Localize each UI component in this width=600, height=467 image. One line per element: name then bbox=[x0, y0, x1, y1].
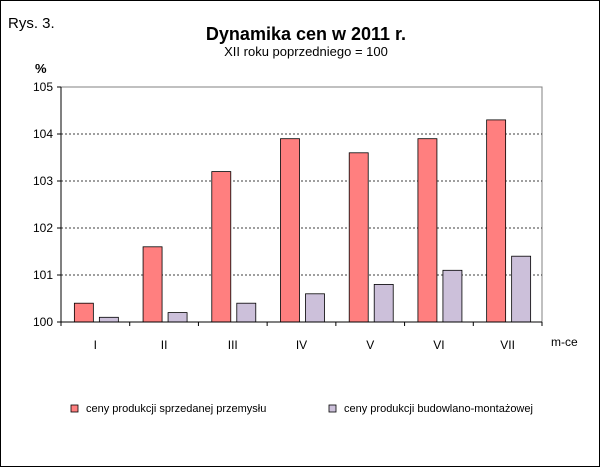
bar-series-2 bbox=[373, 283, 394, 323]
bar-series-2 bbox=[511, 255, 532, 323]
y-tick-label: 100 bbox=[33, 315, 53, 329]
chart-subtitle: XII roku poprzedniego = 100 bbox=[224, 44, 388, 59]
y-tick-label: 102 bbox=[33, 221, 53, 235]
bar-series-1 bbox=[280, 138, 300, 323]
x-axis-ticks: I II III IV V VI VII bbox=[60, 322, 543, 352]
bar-series-2 bbox=[236, 302, 257, 323]
x-tick-label: I bbox=[94, 338, 97, 352]
y-axis-unit: % bbox=[35, 61, 47, 76]
bar-series-1 bbox=[73, 302, 94, 323]
plot-area bbox=[60, 86, 543, 323]
y-tick-label: 104 bbox=[33, 127, 53, 141]
y-tick-label: 103 bbox=[33, 174, 53, 188]
bar-series-1 bbox=[211, 171, 232, 323]
x-tick-label: VI bbox=[433, 338, 444, 352]
x-tick-label: III bbox=[228, 338, 238, 352]
legend-label-series-2: ceny produkcji budowlano-montażowej bbox=[344, 403, 533, 415]
bar-series-2 bbox=[98, 316, 119, 323]
bar-series-2 bbox=[442, 269, 463, 323]
y-tick-label: 101 bbox=[33, 268, 53, 282]
x-tick-label: IV bbox=[296, 338, 307, 352]
x-tick-label: II bbox=[161, 338, 168, 352]
bar-series-1 bbox=[417, 138, 438, 323]
legend: ceny produkcji sprzedanej przemysłu ceny… bbox=[70, 403, 533, 415]
bars bbox=[73, 119, 532, 323]
bar-series-1 bbox=[486, 119, 507, 323]
legend-label-series-1: ceny produkcji sprzedanej przemysłu bbox=[86, 403, 266, 415]
figure-label: Rys. 3. bbox=[8, 15, 55, 32]
legend-swatch-series-2 bbox=[328, 404, 337, 413]
y-axis-ticks: 100 101 102 103 104 105 bbox=[33, 80, 61, 329]
x-axis-unit: m-ce bbox=[551, 335, 578, 349]
y-tick-label: 105 bbox=[33, 80, 53, 94]
bar-series-2 bbox=[305, 293, 325, 323]
bar-series-1 bbox=[142, 246, 163, 323]
bar-series-1 bbox=[348, 152, 369, 323]
legend-swatch-series-1 bbox=[70, 404, 79, 413]
bar-series-2 bbox=[167, 312, 188, 323]
x-tick-label: V bbox=[366, 338, 374, 352]
chart-title: Dynamika cen w 2011 r. bbox=[206, 24, 406, 44]
x-tick-label: VII bbox=[500, 338, 515, 352]
